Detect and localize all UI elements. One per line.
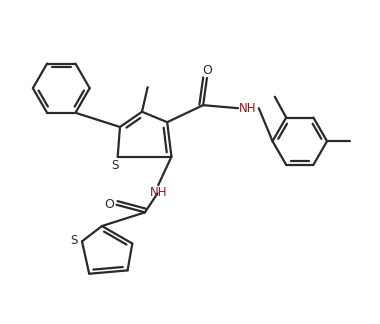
Text: NH: NH xyxy=(149,186,167,199)
Text: NH: NH xyxy=(239,102,256,115)
Text: O: O xyxy=(202,64,212,77)
Text: O: O xyxy=(104,198,114,211)
Text: S: S xyxy=(70,234,78,247)
Text: S: S xyxy=(111,158,118,171)
